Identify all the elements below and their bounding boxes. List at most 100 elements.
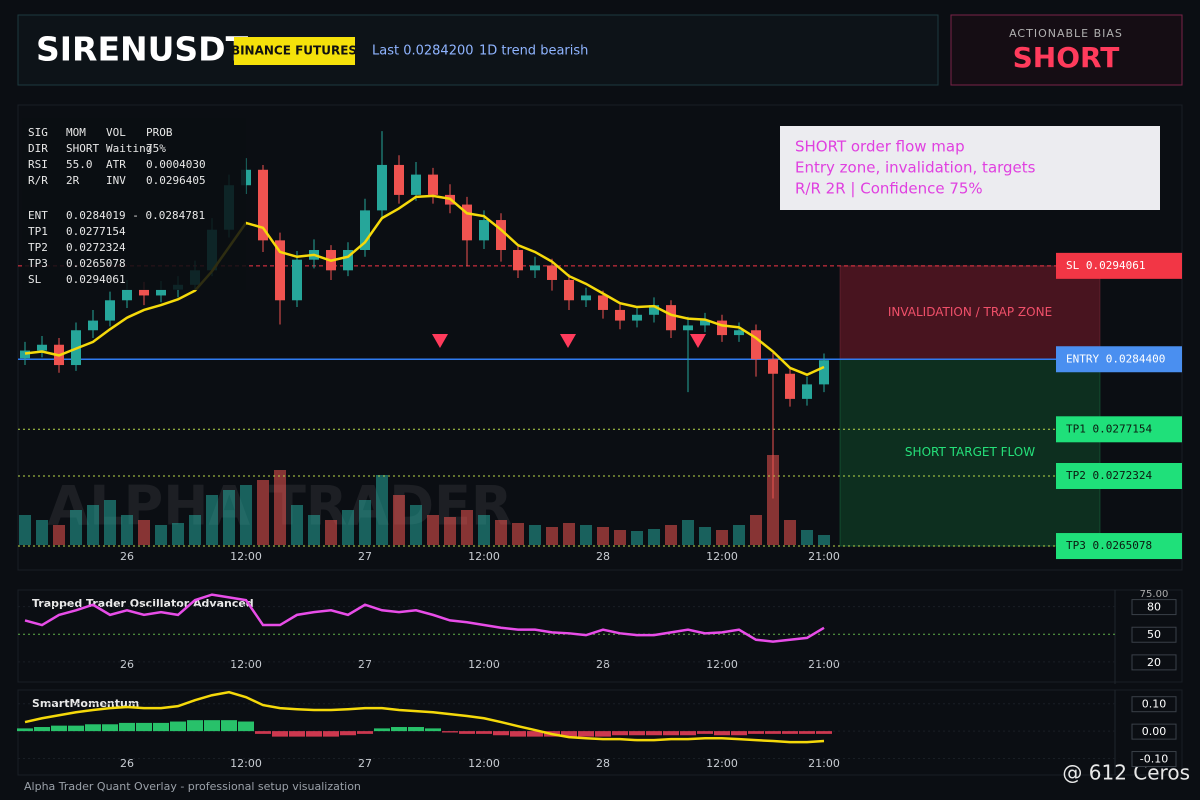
zone bbox=[839, 265, 1101, 360]
tick-box bbox=[1131, 751, 1177, 768]
level-box bbox=[1056, 533, 1182, 560]
volume-bar bbox=[223, 490, 235, 545]
volume-bar bbox=[308, 515, 320, 545]
zone-label: SHORT TARGET FLOW bbox=[905, 445, 1035, 459]
histogram-bar bbox=[714, 731, 730, 736]
x-tick-label: 12:00 bbox=[468, 550, 500, 563]
histogram-bar bbox=[476, 731, 492, 734]
histogram-bar bbox=[323, 731, 339, 737]
info-cell: 0.0004030 bbox=[146, 158, 206, 171]
volume-bar bbox=[512, 523, 524, 545]
candle-body bbox=[615, 309, 625, 321]
level-box bbox=[1056, 252, 1182, 279]
level-label: ENTRY 0.0284400 bbox=[1066, 352, 1165, 365]
tick-box bbox=[1131, 654, 1177, 671]
volume-bar bbox=[699, 527, 711, 545]
level-label: TP1 0.0277154 bbox=[1066, 422, 1152, 435]
histogram-bar bbox=[357, 731, 373, 734]
info-cell: 0.0265078 bbox=[66, 257, 126, 270]
volume-bar bbox=[563, 523, 575, 545]
histogram-bar bbox=[425, 728, 441, 732]
candle-body bbox=[513, 250, 523, 271]
indicator-line bbox=[24, 690, 825, 744]
footer-caption: Alpha Trader Quant Overlay - professiona… bbox=[24, 780, 361, 793]
histogram-bar bbox=[578, 731, 594, 737]
candle-body bbox=[598, 295, 608, 310]
histogram-bar bbox=[374, 728, 390, 732]
osc-panel bbox=[17, 589, 1183, 683]
histogram-bar bbox=[493, 731, 509, 736]
candle-body bbox=[462, 204, 472, 241]
symbol: SIRENUSDT bbox=[36, 30, 249, 69]
candle-body bbox=[785, 373, 795, 399]
bias-box bbox=[950, 14, 1183, 86]
badge bbox=[234, 37, 355, 65]
axis-top-label: 75.00 bbox=[1140, 589, 1169, 600]
ema-line bbox=[24, 194, 825, 377]
histogram-bar bbox=[187, 720, 203, 732]
y-tick-label: -0.10 bbox=[1140, 753, 1168, 766]
volume-bar bbox=[342, 510, 354, 545]
candle-body bbox=[360, 210, 370, 251]
last-price: Last 0.0284200 bbox=[372, 44, 474, 59]
note-line: SHORT order flow map bbox=[795, 138, 965, 156]
histogram-bar bbox=[221, 720, 237, 732]
y-tick-label: 80 bbox=[1147, 601, 1161, 614]
histogram-bar bbox=[272, 731, 288, 737]
level-label: TP3 0.0265078 bbox=[1066, 539, 1152, 552]
candle-body bbox=[122, 289, 132, 301]
x-tick-label: 21:00 bbox=[808, 658, 840, 671]
zone-label: INVALIDATION / TRAP ZONE bbox=[888, 305, 1052, 319]
x-tick-label: 12:00 bbox=[468, 658, 500, 671]
info-cell: VOL bbox=[106, 126, 126, 139]
histogram-bar bbox=[34, 727, 50, 732]
candle-body bbox=[547, 265, 557, 280]
histogram-bar bbox=[782, 731, 798, 734]
histogram-bar bbox=[119, 722, 135, 732]
info-cell: 0.0284019 - 0.0284781 bbox=[66, 209, 205, 222]
histogram-bar bbox=[408, 727, 424, 732]
histogram-bar bbox=[765, 731, 781, 734]
volume-bar bbox=[359, 500, 371, 545]
volume-bar bbox=[410, 505, 422, 545]
volume-bar bbox=[19, 515, 31, 545]
x-tick-label: 12:00 bbox=[230, 550, 262, 563]
info-table-bg bbox=[22, 118, 246, 290]
info-cell: 2R bbox=[66, 174, 80, 187]
info-cell: Waiting bbox=[106, 142, 152, 155]
volume-bar bbox=[682, 520, 694, 545]
candle-body bbox=[105, 300, 115, 321]
volume-bar bbox=[767, 455, 779, 545]
x-tick-label: 27 bbox=[358, 550, 372, 563]
histogram-bar bbox=[170, 721, 186, 732]
volume-bar bbox=[733, 525, 745, 545]
x-tick-label: 26 bbox=[120, 757, 134, 770]
x-tick-label: 26 bbox=[120, 550, 134, 563]
info-cell: 75% bbox=[146, 142, 166, 155]
info-cell: TP2 bbox=[28, 241, 48, 254]
histogram-bar bbox=[629, 731, 645, 736]
volume-bar bbox=[53, 525, 65, 545]
volume-bar bbox=[614, 530, 626, 545]
candle-body bbox=[700, 320, 710, 326]
histogram-bar bbox=[136, 722, 152, 732]
info-cell: 0.0294061 bbox=[66, 273, 126, 286]
histogram-bar bbox=[85, 724, 101, 732]
badge-text: BINANCE FUTURES bbox=[231, 44, 357, 58]
histogram-bar bbox=[204, 720, 220, 732]
info-cell: MOM bbox=[66, 126, 86, 139]
volume-bar bbox=[393, 495, 405, 545]
histogram-bar bbox=[748, 731, 764, 734]
candle-body bbox=[377, 164, 387, 211]
x-tick-label: 21:00 bbox=[808, 550, 840, 563]
info-cell: 0.0272324 bbox=[66, 241, 126, 254]
candle-body bbox=[530, 265, 540, 271]
histogram-bar bbox=[510, 731, 526, 737]
x-tick-label: 12:00 bbox=[230, 658, 262, 671]
note-line: R/R 2R | Confidence 75% bbox=[795, 180, 983, 198]
volume-bar bbox=[461, 510, 473, 545]
y-tick-label: 0.10 bbox=[1142, 698, 1167, 711]
level-label: TP2 0.0272324 bbox=[1066, 469, 1152, 482]
candle-body bbox=[683, 325, 693, 331]
